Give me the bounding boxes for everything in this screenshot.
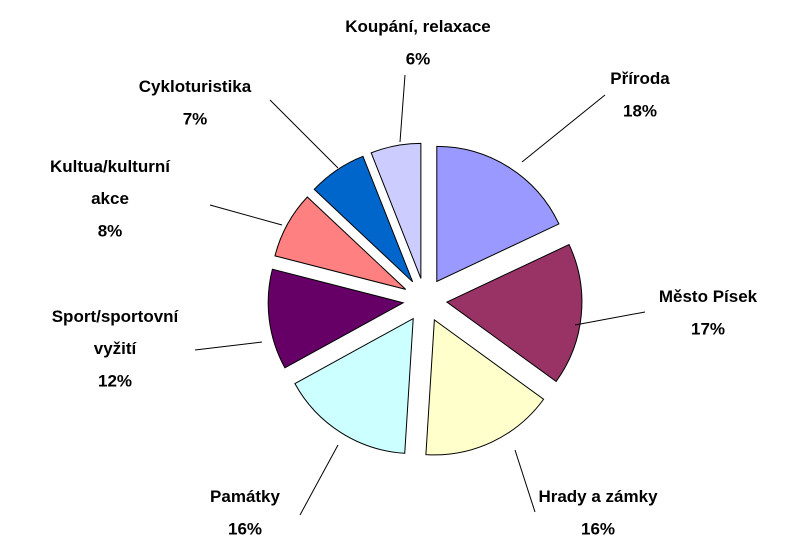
pie-slice	[313, 155, 414, 283]
slice-label: Cykloturistika	[139, 77, 252, 96]
slice-label: Kultua/kulturní akce	[50, 157, 171, 208]
pie-slice	[274, 196, 407, 290]
label-line: Sport/sportovní	[52, 307, 180, 326]
pie-slice	[294, 317, 414, 454]
label-line: Cykloturistika	[139, 77, 252, 96]
label-line: Koupání, relaxace	[345, 17, 491, 36]
label-line: Město Písek	[659, 287, 758, 306]
label-line: akce	[91, 189, 129, 208]
label-line: vyžití	[94, 339, 138, 358]
slice-label: Koupání, relaxace	[345, 17, 491, 36]
leader-line	[209, 204, 283, 226]
leader-line	[399, 74, 406, 143]
label-line: Kultua/kulturní	[50, 157, 171, 176]
leader-line	[521, 94, 606, 163]
value-label: 8%	[98, 221, 123, 240]
leader-line	[514, 449, 536, 513]
pie-slice	[436, 145, 560, 283]
value-label: 16%	[228, 519, 262, 538]
slice-label: Sport/sportovní vyžití	[52, 307, 180, 358]
leader-line	[299, 444, 339, 516]
value-label: 17%	[691, 319, 725, 338]
value-label: 16%	[581, 519, 615, 538]
slice-label: Památky	[210, 487, 280, 506]
leader-line	[269, 99, 339, 169]
pie-slice	[425, 318, 545, 456]
value-label: 6%	[406, 49, 431, 68]
slice-label: Příroda	[610, 69, 670, 88]
pie-slice	[267, 268, 405, 369]
slice-label: Hrady a zámky	[538, 487, 658, 506]
slice-label: Město Písek	[659, 287, 758, 306]
value-label: 7%	[183, 109, 208, 128]
pie-slice	[370, 142, 422, 279]
value-label: 18%	[623, 101, 657, 120]
pie-slice	[445, 243, 583, 383]
value-label: 12%	[98, 371, 132, 390]
leader-line	[574, 311, 646, 326]
leader-line	[194, 341, 263, 351]
label-line: Hrady a zámky	[538, 487, 658, 506]
label-line: Památky	[210, 487, 280, 506]
label-line: Příroda	[610, 69, 670, 88]
